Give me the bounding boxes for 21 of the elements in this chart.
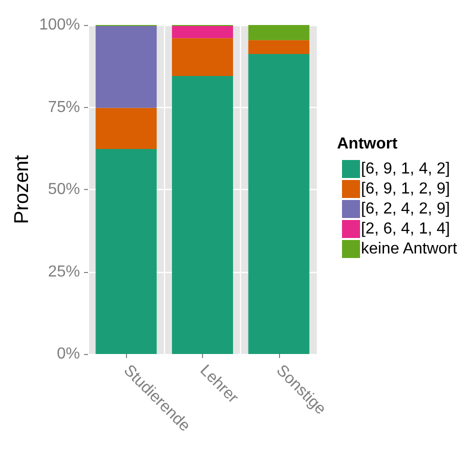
y-tick-label: 100% [39, 16, 80, 34]
bar [248, 54, 310, 354]
bar [172, 26, 234, 38]
y-tick-label: 0% [56, 346, 80, 362]
legend-label: [6, 2, 4, 2, 9] [361, 200, 450, 218]
y-tick-label: 50% [48, 181, 80, 198]
y-axis-title: Prozent [11, 154, 33, 224]
legend-label: [2, 6, 4, 1, 4] [361, 220, 450, 238]
bar [96, 108, 157, 150]
bar [172, 38, 234, 76]
legend-label: keine Antwort [361, 240, 458, 258]
bar [96, 26, 157, 108]
bar [248, 40, 310, 54]
legend-label: [6, 9, 1, 2, 9] [361, 180, 450, 198]
bar [172, 76, 234, 354]
y-tick-label: 25% [48, 263, 80, 280]
legend-label: [6, 9, 1, 4, 2] [361, 160, 450, 178]
bar [248, 25, 310, 40]
legend-title: Antwort [337, 136, 398, 152]
y-tick-label: 75% [48, 98, 80, 116]
bar [96, 149, 157, 354]
